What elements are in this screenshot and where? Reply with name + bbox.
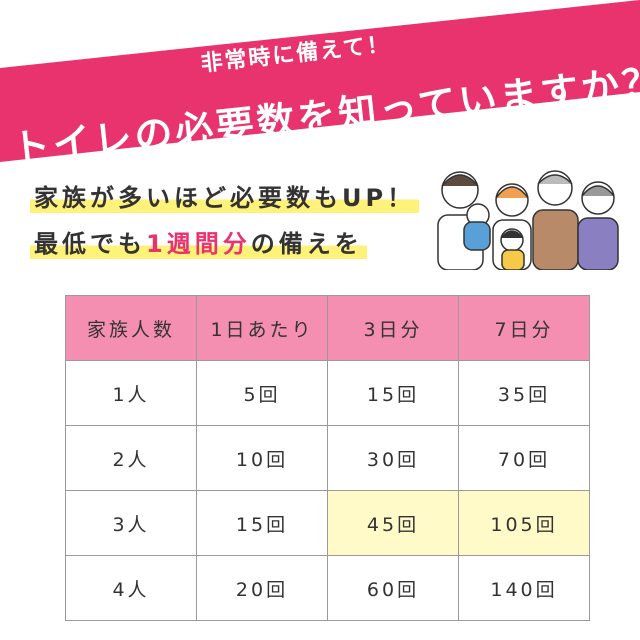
table-cell: 10回	[196, 425, 328, 491]
table-cell: 2人	[65, 425, 197, 491]
table-cell: 105回	[458, 490, 590, 556]
table-row: 1人 5回 15回 35回	[65, 360, 590, 426]
lead-text: の備えを	[250, 230, 363, 258]
table-cell: 5回	[196, 360, 328, 426]
header-cell: 3日分	[327, 295, 459, 361]
table-cell: 1人	[65, 360, 197, 426]
lead-line: 家族が多いほど必要数もUP！	[30, 178, 420, 213]
table-row: 2人 10回 30回 70回	[65, 425, 590, 491]
family-illustration	[437, 170, 619, 270]
table-row: 3人 15回 45回 105回	[65, 490, 590, 556]
lead-emphasis: 1週間分	[146, 230, 251, 258]
table-cell: 15回	[327, 360, 459, 426]
lead-line: 最低でも1週間分の備えを	[30, 224, 367, 259]
header-cell: 家族人数	[65, 295, 197, 361]
table-cell: 20回	[196, 555, 328, 621]
lead-text: 最低でも	[34, 230, 146, 258]
table-row: 4人 20回 60回 140回	[65, 555, 590, 621]
table-cell: 15回	[196, 490, 328, 556]
table-cell: 45回	[327, 490, 459, 556]
table-cell: 35回	[458, 360, 590, 426]
header-cell: 1日あたり	[196, 295, 328, 361]
header-cell: 7日分	[458, 295, 590, 361]
table-cell: 30回	[327, 425, 459, 491]
table-cell: 140回	[458, 555, 590, 621]
header-row: 家族人数 1日あたり 3日分 7日分	[65, 295, 590, 361]
table-cell: 70回	[458, 425, 590, 491]
table-cell: 4人	[65, 555, 197, 621]
banner-shape	[0, 0, 640, 162]
table-cell: 3人	[65, 490, 197, 556]
table-cell: 60回	[327, 555, 459, 621]
table: 家族人数 1日あたり 3日分 7日分 1人 5回 15回 35回 2人 10回 30回 70回 3人 15…	[65, 295, 590, 621]
